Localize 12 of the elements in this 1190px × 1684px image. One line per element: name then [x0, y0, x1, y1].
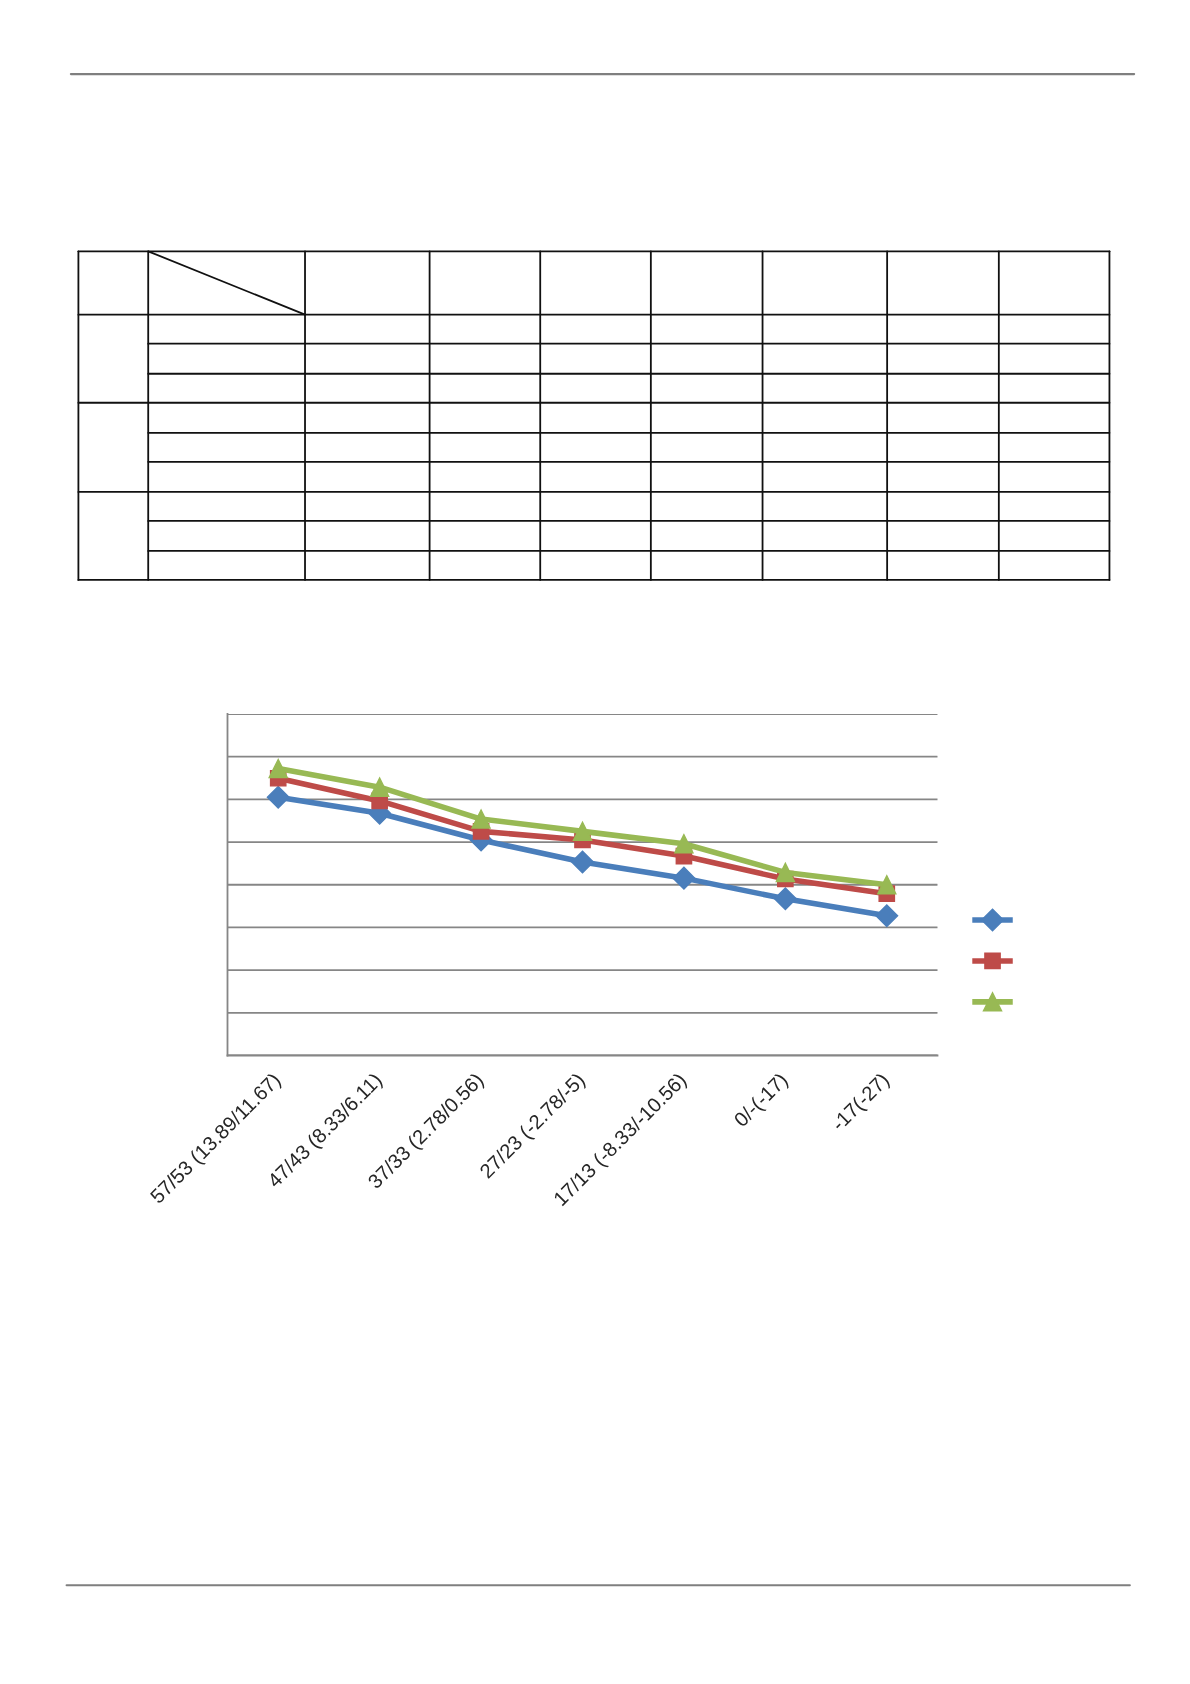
point: [369, 777, 390, 797]
point: [266, 785, 290, 809]
point: [572, 821, 593, 842]
point: [877, 875, 897, 895]
point: [875, 904, 899, 928]
point: [672, 866, 696, 890]
point: [571, 850, 594, 874]
point: [775, 862, 796, 883]
point: [471, 809, 491, 829]
point: [773, 887, 797, 911]
point: [674, 833, 694, 854]
point: [268, 758, 288, 779]
